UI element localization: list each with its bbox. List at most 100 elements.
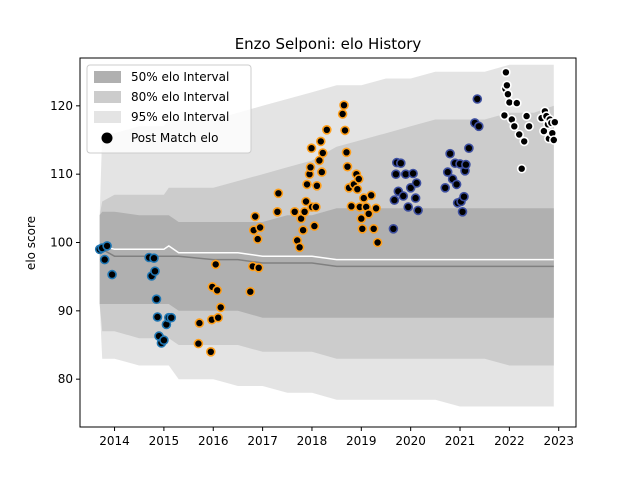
- post-match-point: [272, 207, 283, 217]
- post-match-point: [152, 312, 163, 322]
- y-tick-label: 110: [50, 167, 73, 181]
- post-match-point: [321, 125, 332, 135]
- post-match-point: [548, 135, 559, 145]
- y-tick-label: 100: [50, 236, 73, 250]
- post-match-point: [312, 181, 322, 191]
- post-match-point: [413, 205, 423, 216]
- post-match-point: [213, 312, 223, 323]
- post-match-point: [519, 136, 530, 147]
- post-match-point: [371, 203, 381, 214]
- post-match-point: [408, 168, 418, 179]
- y-tick-label: 120: [50, 99, 73, 113]
- x-tick-label: 2017: [247, 434, 278, 448]
- post-match-point: [250, 211, 260, 222]
- post-match-point: [403, 202, 414, 212]
- x-axis-ticks: 2014 2015 2016 2017 2018 2019 2020 2021 2022 2023: [99, 427, 574, 448]
- post-match-point: [253, 262, 264, 273]
- post-match-point: [341, 147, 352, 158]
- post-match-point: [340, 125, 350, 136]
- post-match-point: [311, 202, 321, 212]
- post-match-point: [151, 294, 162, 305]
- post-match-point: [395, 158, 406, 168]
- post-match-point: [212, 285, 222, 296]
- post-match-point: [316, 167, 327, 177]
- post-match-point: [366, 190, 377, 201]
- x-tick-label: 2020: [395, 434, 426, 448]
- legend-frame: [86, 64, 252, 154]
- post-match-point: [539, 126, 549, 136]
- x-tick-label: 2019: [346, 434, 377, 448]
- post-match-point: [521, 111, 532, 121]
- post-match-point: [346, 201, 357, 212]
- post-match-point: [524, 121, 534, 132]
- legend-label-50: 50% elo Interval: [131, 70, 229, 84]
- post-match-point: [451, 179, 462, 190]
- post-match-point: [309, 221, 320, 231]
- post-match-point: [442, 167, 453, 177]
- legend-swatch-95: [94, 111, 121, 123]
- post-match-point: [357, 224, 368, 234]
- post-match-point: [472, 94, 483, 104]
- post-match-point: [353, 174, 364, 184]
- post-match-point: [509, 121, 520, 132]
- post-match-point: [314, 155, 325, 166]
- mean-line: [99, 244, 554, 261]
- post-match-point: [294, 242, 305, 253]
- post-match-point: [193, 338, 204, 349]
- y-axis-ticks: 80 90 100 110 120: [50, 99, 80, 386]
- legend: 50% elo Interval 80% elo Interval 95% el…: [86, 64, 252, 154]
- x-tick-label: 2018: [297, 434, 328, 448]
- post-match-point: [352, 184, 363, 194]
- y-axis-label: elo score: [24, 216, 38, 270]
- legend-label-95: 95% elo Interval: [131, 110, 229, 124]
- post-match-point: [305, 162, 316, 173]
- chart-title: Enzo Selponi: elo History: [235, 35, 422, 53]
- y-tick-label: 80: [58, 372, 73, 386]
- post-match-point: [549, 117, 560, 127]
- post-match-point: [315, 136, 326, 147]
- x-tick-label: 2023: [543, 434, 574, 448]
- post-match-point: [368, 224, 379, 234]
- x-tick-label: 2014: [99, 434, 130, 448]
- post-match-point: [159, 335, 169, 346]
- post-match-point: [289, 207, 300, 217]
- post-match-point: [459, 191, 469, 202]
- post-match-point: [107, 269, 117, 280]
- post-match-point: [464, 143, 474, 153]
- x-tick-label: 2015: [149, 434, 180, 448]
- post-match-point: [252, 234, 263, 244]
- post-match-point: [440, 183, 451, 193]
- legend-swatch-80: [94, 91, 121, 103]
- post-match-point: [215, 302, 226, 313]
- post-match-point: [391, 169, 401, 179]
- post-match-point: [363, 209, 374, 219]
- band-50: [99, 208, 554, 318]
- post-match-point: [255, 222, 265, 233]
- post-match-point: [461, 159, 471, 170]
- post-match-point: [398, 191, 409, 201]
- post-match-point: [273, 188, 284, 199]
- post-match-point: [299, 207, 310, 217]
- post-match-point: [457, 207, 468, 217]
- post-match-point: [511, 98, 522, 108]
- post-match-point: [411, 178, 422, 188]
- post-match-points: [94, 67, 560, 357]
- post-match-point: [499, 110, 510, 121]
- post-match-point: [501, 67, 511, 78]
- post-match-point: [516, 163, 527, 174]
- legend-swatch-50: [94, 71, 121, 83]
- post-match-point: [342, 161, 353, 172]
- post-match-point: [356, 213, 367, 224]
- post-match-point: [405, 183, 416, 193]
- post-match-point: [473, 121, 484, 132]
- post-match-point: [206, 346, 216, 357]
- post-match-point: [503, 89, 513, 99]
- legend-marker-post-match: [101, 132, 113, 144]
- x-tick-label: 2016: [198, 434, 229, 448]
- post-match-point: [102, 241, 112, 251]
- post-match-point: [410, 193, 421, 203]
- post-match-point: [298, 225, 308, 235]
- post-match-point: [502, 80, 512, 91]
- x-tick-label: 2022: [494, 434, 525, 448]
